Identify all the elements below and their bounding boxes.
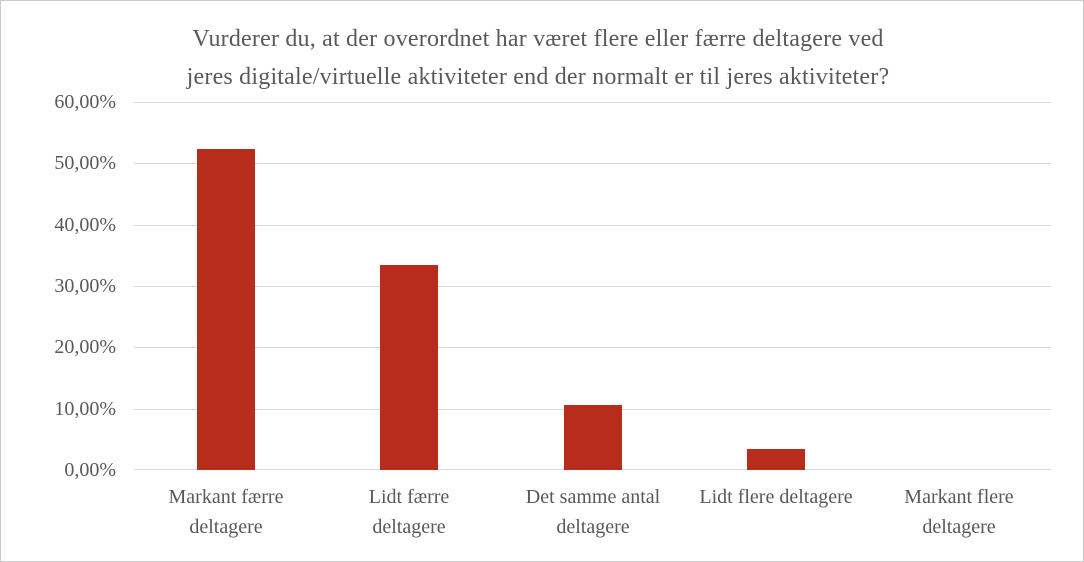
chart-title-line-2: jeres digitale/virtuelle aktiviteter end… [186, 64, 890, 90]
y-axis-tick-label: 30,00% [54, 275, 116, 297]
gridline [134, 347, 1051, 348]
y-axis-tick-label: 40,00% [54, 214, 116, 236]
bar [197, 149, 255, 470]
x-axis-category-label: Det samme antal deltagere [493, 482, 693, 542]
x-axis-category-label-line: Lidt flere deltagere [699, 486, 853, 508]
x-axis-category-label-line: deltagere [922, 516, 996, 538]
y-axis-tick-label: 0,00% [64, 459, 116, 481]
gridline [134, 225, 1051, 226]
x-axis-category-label-line: Lidt færre [368, 486, 450, 508]
y-axis-tick-label: 10,00% [54, 398, 116, 420]
chart-title: Vurderer du, at der overordnet har været… [1, 20, 1075, 96]
bar [564, 405, 622, 470]
x-axis-category-label-line: deltagere [556, 516, 630, 538]
x-axis-category-label: Lidt flere deltagere [676, 482, 876, 512]
gridline [134, 163, 1051, 164]
chart-title-line-1: Vurderer du, at der overordnet har været… [192, 26, 884, 52]
gridline [134, 286, 1051, 287]
y-axis-tick-label: 50,00% [54, 152, 116, 174]
bar [380, 265, 438, 470]
x-axis-category-label-line: deltagere [189, 516, 263, 538]
x-axis-category-label-line: Markant flere [904, 486, 1014, 508]
x-axis-category-label-line: deltagere [372, 516, 446, 538]
gridline [134, 102, 1051, 103]
x-axis-category-label: Lidt færre deltagere [309, 482, 509, 542]
x-axis-category-label: Markant flere deltagere [859, 482, 1059, 542]
x-axis-category-label: Markant færre deltagere [126, 482, 326, 542]
plot-area [134, 102, 1051, 470]
y-axis-tick-label: 20,00% [54, 336, 116, 358]
x-axis-category-label-line: Det samme antal [525, 486, 661, 508]
x-axis-category-label-line: Markant færre [168, 486, 284, 508]
bar [747, 449, 805, 470]
